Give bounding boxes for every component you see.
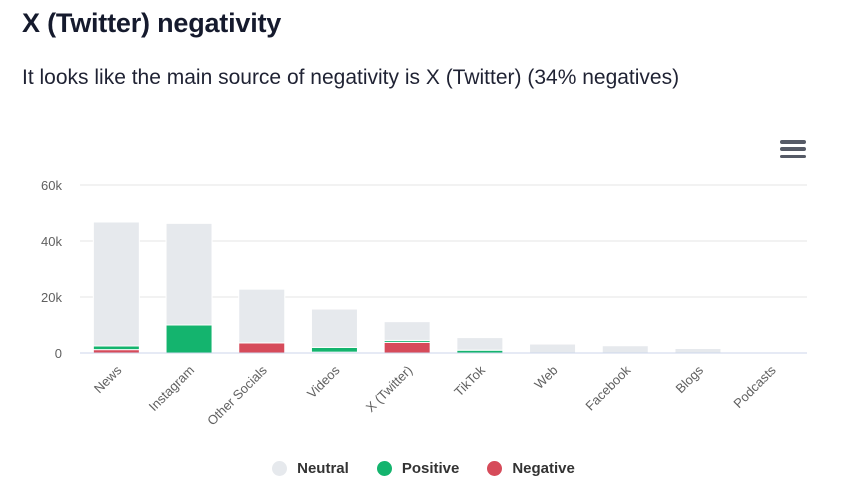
bar-neutral	[674, 348, 722, 354]
bar-negative	[238, 342, 286, 354]
x-tick-label: Podcasts	[730, 362, 779, 411]
bar-negative	[92, 349, 140, 354]
legend-label: Neutral	[297, 460, 349, 477]
x-tick-label: Instagram	[146, 363, 197, 414]
bar-chart: 0 20k 40k 60k News Instagram Other Socials Vide…	[41, 178, 807, 428]
legend-item-positive[interactable]: Positive	[376, 460, 460, 477]
x-tick-label: Web	[531, 363, 560, 392]
legend-item-neutral[interactable]: Neutral	[272, 460, 349, 477]
y-tick-label: 40k	[41, 234, 62, 249]
y-tick-label: 20k	[41, 290, 62, 305]
hamburger-menu-icon[interactable]	[780, 138, 806, 160]
bar-neutral	[529, 343, 577, 354]
x-tick-label: TikTok	[451, 362, 488, 399]
menu-line	[780, 140, 806, 144]
x-tick-label: Facebook	[582, 362, 633, 413]
bar-neutral	[310, 308, 358, 348]
legend-label: Positive	[401, 460, 460, 477]
bar-neutral	[456, 337, 504, 351]
chart-subtitle: It looks like the main source of negativ…	[22, 66, 680, 89]
x-tick-label: Videos	[304, 362, 343, 401]
legend-dot-icon	[272, 461, 288, 476]
x-tick-label: Blogs	[672, 362, 706, 396]
bar-neutral	[238, 288, 286, 344]
chart-legend: Neutral Positive Negative	[0, 460, 847, 477]
bar-neutral	[383, 321, 431, 341]
bar-positive	[165, 324, 213, 354]
menu-line	[780, 147, 806, 151]
bar-neutral	[92, 221, 140, 347]
legend-item-negative[interactable]: Negative	[487, 460, 575, 477]
menu-line	[780, 154, 806, 158]
bar-positive	[310, 346, 358, 353]
x-tick-label: News	[91, 362, 125, 396]
x-tick-label: X (Twitter)	[363, 363, 415, 415]
legend-dot-icon	[487, 461, 503, 476]
chart-title: X (Twitter) negativity	[22, 8, 282, 38]
bar-positive	[92, 345, 140, 351]
bar-neutral	[165, 222, 213, 326]
y-tick-label: 60k	[41, 178, 62, 193]
x-tick-label: Other Socials	[204, 362, 270, 428]
legend-dot-icon	[376, 461, 392, 476]
y-tick-label: 0	[55, 346, 62, 361]
bar-negative	[383, 341, 431, 354]
legend-label: Negative	[512, 460, 575, 477]
bar-neutral	[601, 345, 649, 354]
